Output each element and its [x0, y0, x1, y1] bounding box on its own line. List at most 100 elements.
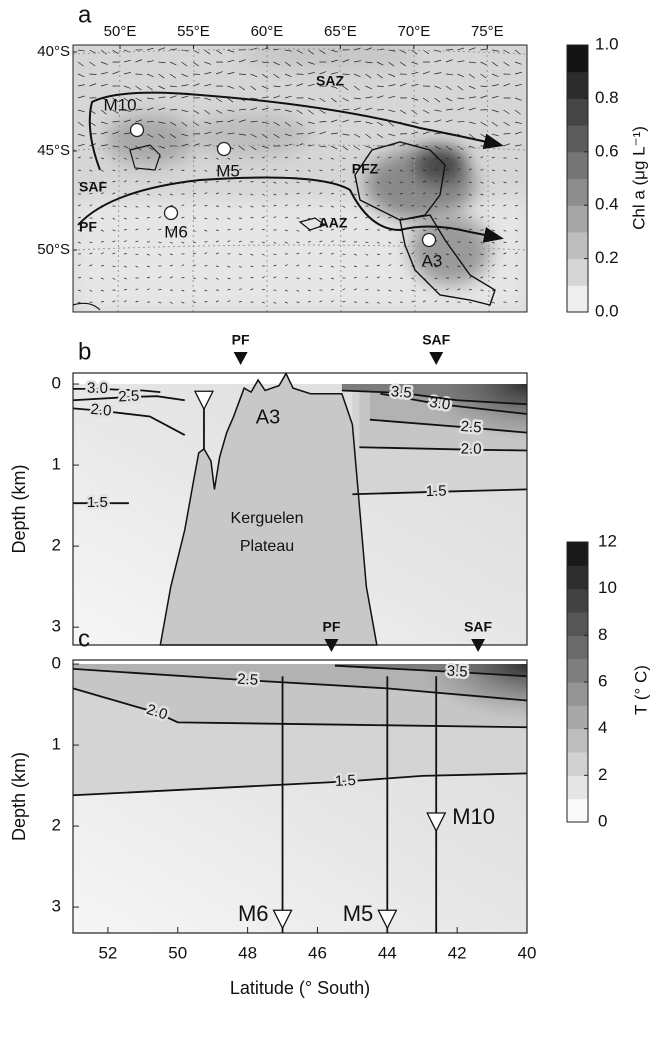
y-tick-label: 0: [52, 374, 61, 393]
y-tick-label: 3: [52, 897, 61, 916]
front-label: PF: [232, 332, 250, 348]
x-axis-label: Latitude (° South): [230, 978, 370, 998]
site-label: M10: [103, 95, 136, 114]
colorbar-band: [567, 728, 588, 753]
colorbar-band: [567, 658, 588, 683]
contour-label: 2.5: [237, 671, 259, 689]
colorbar-label: Chl a (μg L⁻¹): [629, 126, 648, 230]
plateau-label: Plateau: [240, 538, 294, 555]
y-tick-label: 2: [52, 536, 61, 555]
contour-label: 2.0: [90, 401, 113, 420]
region-label: AAZ: [319, 215, 348, 231]
panel-label: b: [78, 338, 91, 365]
colorbar-tick-label: 0: [598, 811, 607, 830]
colorbar-tick-label: 0.4: [595, 195, 619, 214]
y-axis-label: Depth (km): [9, 464, 29, 553]
section-frame: [72, 659, 528, 934]
x-tick-label: 42: [448, 943, 467, 962]
colorbar-band: [567, 612, 588, 636]
panel-label: a: [78, 1, 92, 28]
colorbar-band: [567, 71, 588, 99]
contour-line: [72, 395, 185, 402]
front-label: SAF: [79, 179, 107, 195]
mooring-instrument: [426, 812, 447, 833]
front-marker: [233, 352, 248, 365]
y-tick-label: 0: [52, 654, 61, 673]
colorbar-tick-label: 12: [598, 531, 617, 550]
site-label: A3: [422, 251, 443, 270]
x-tick-label: 52: [98, 943, 117, 962]
colorbar-tick-label: 0.0: [595, 301, 619, 320]
site-label: A3: [256, 406, 280, 428]
colorbar-band: [567, 752, 588, 776]
colorbar-tick-label: 2: [598, 765, 607, 784]
front-marker: [471, 639, 486, 652]
site-marker: [216, 141, 232, 157]
contour-line: [73, 387, 161, 394]
contour-line: [72, 407, 186, 436]
front-label: SAF: [422, 332, 450, 348]
colorbar-band: [567, 798, 588, 823]
y-tick-label: 45°S: [37, 142, 70, 159]
front-label: SAF: [464, 619, 492, 635]
colorbar-band: [567, 45, 588, 73]
colorbar-band: [567, 205, 588, 233]
site-label: M5: [216, 161, 240, 180]
colorbar-label: T (° C): [631, 665, 650, 715]
mooring-instrument: [272, 909, 293, 930]
colorbar-tick-label: 0.2: [595, 248, 619, 267]
plateau: [159, 371, 378, 646]
x-tick-label: 46: [308, 943, 327, 962]
colorbar-band: [567, 542, 588, 566]
region-label: PFZ: [352, 161, 379, 177]
contour-line: [341, 389, 528, 406]
colorbar-band: [567, 565, 588, 590]
contour-label: 1.5: [334, 772, 356, 790]
contour-line: [72, 772, 528, 797]
x-tick-label: 70°E: [398, 23, 431, 40]
colorbar-band: [567, 178, 588, 206]
contour-line: [359, 446, 528, 452]
colorbar-band: [567, 635, 588, 660]
contour-line: [72, 687, 528, 729]
colorbar-band: [567, 98, 588, 126]
x-tick-label: 75°E: [471, 23, 504, 40]
site-marker: [129, 122, 145, 138]
front-marker: [429, 352, 444, 365]
colorbar-frame: [566, 44, 589, 313]
contour-line: [380, 392, 528, 415]
contour-line: [72, 668, 528, 702]
map-frame: [72, 44, 528, 313]
site-label: M6: [164, 222, 188, 241]
mooring-instrument: [377, 909, 398, 930]
contour-label: 1.5: [426, 482, 447, 500]
contour-line: [369, 418, 528, 434]
mooring-label: M6: [238, 901, 269, 926]
colorbar-band: [567, 285, 588, 313]
panel-label: c: [78, 625, 90, 652]
colorbar-tick-label: 1.0: [595, 34, 619, 53]
section-frame: [72, 372, 528, 646]
colorbar-tick-label: 0.6: [595, 141, 619, 160]
y-axis-label: Depth (km): [9, 752, 29, 841]
colorbar-band: [567, 705, 588, 730]
colorbar-tick-label: 6: [598, 671, 607, 690]
y-tick-label: 40°S: [37, 43, 70, 60]
y-tick-label: 3: [52, 617, 61, 636]
mooring-label: M10: [452, 804, 495, 829]
warm-corner: [345, 384, 527, 480]
x-tick-label: 50°E: [104, 23, 137, 40]
mooring-instrument: [193, 390, 215, 411]
contour-line: [352, 488, 528, 496]
colorbar-tick-label: 8: [598, 625, 607, 644]
colorbar-tick-label: 0.8: [595, 88, 619, 107]
contour-label: 2.5: [460, 418, 482, 437]
contour-line: [334, 664, 528, 678]
mooring-label: M5: [343, 901, 374, 926]
colorbar-tick-label: 4: [598, 718, 607, 737]
contour-label: 2.5: [118, 387, 140, 405]
front-marker: [324, 639, 339, 652]
contour-label: 3.5: [446, 663, 468, 681]
y-tick-label: 1: [52, 455, 61, 474]
